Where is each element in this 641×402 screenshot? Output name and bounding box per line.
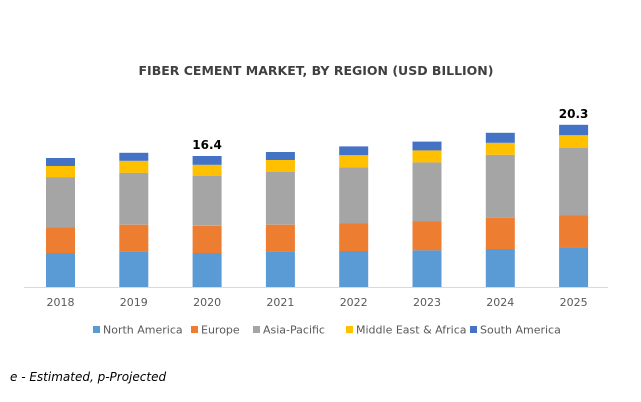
bar-segment-2024-middle-east-africa (485, 142, 515, 155)
legend-label: North America (103, 324, 183, 337)
legend-swatch-asia-pacific (253, 326, 260, 333)
footnote: e - Estimated, p-Projected (10, 370, 167, 384)
bar-segment-2022-south-america (339, 146, 369, 156)
legend-label: Europe (201, 324, 240, 337)
bar-segment-2021-south-america (265, 152, 295, 160)
bar-segment-2019-south-america (119, 152, 149, 161)
bar-segment-2024-north-america (485, 249, 515, 287)
bar-segment-2019-europe (119, 224, 149, 252)
legend-label: Asia-Pacific (263, 324, 325, 337)
bar-segment-2018-europe (46, 227, 75, 254)
x-tick-label: 2021 (266, 296, 294, 309)
bar-segment-2022-asia-pacific (339, 167, 369, 224)
bar-segment-2021-asia-pacific (265, 171, 295, 225)
bar-segment-2019-north-america (119, 251, 149, 287)
bar-segment-2025-north-america (559, 247, 589, 288)
data-labels: 16.4 20.3 (192, 107, 588, 152)
bar-segment-2022-middle-east-africa (339, 155, 369, 168)
bar-segment-2025-south-america (559, 124, 589, 136)
bar-segment-2024-south-america (485, 132, 515, 143)
legend-swatch-south-america (470, 326, 477, 333)
chart-title: FIBER CEMENT MARKET, BY REGION (USD BILL… (139, 63, 494, 78)
x-tick-label: 2025 (560, 296, 588, 309)
bar-segment-2020-north-america (192, 253, 222, 287)
bar-segment-2018-north-america (46, 253, 75, 287)
bar-segment-2020-south-america (192, 156, 222, 165)
x-tick-label: 2018 (47, 296, 75, 309)
legend: North America Europe Asia-Pacific Middle Ea… (93, 324, 561, 337)
legend-swatch-north-america (93, 326, 100, 333)
x-tick-label: 2023 (413, 296, 441, 309)
x-tick-labels: 2018 2019 2020 2021 2022 2023 2024 2025 (47, 296, 588, 309)
legend-swatch-middle-east-africa (346, 326, 353, 333)
bar-segment-2024-asia-pacific (485, 154, 515, 218)
x-tick-label: 2024 (486, 296, 514, 309)
legend-swatch-europe (191, 326, 198, 333)
bar-segment-2018-south-america (46, 158, 75, 166)
bar-segment-2022-europe (339, 223, 369, 252)
bar-segment-2025-asia-pacific (559, 148, 589, 216)
bar-segment-2022-north-america (339, 251, 369, 287)
bar-segment-2020-middle-east-africa (192, 164, 222, 176)
bar-segment-2023-asia-pacific (412, 162, 442, 222)
bar-segment-2021-europe (265, 224, 295, 252)
bar-segment-2020-asia-pacific (192, 175, 222, 226)
bar-segment-2023-middle-east-africa (412, 150, 442, 163)
data-label-2020: 16.4 (192, 138, 222, 152)
bar-segment-2018-asia-pacific (46, 177, 75, 227)
bars-group (46, 124, 589, 288)
legend-label: South America (480, 324, 561, 337)
x-tick-label: 2020 (193, 296, 221, 309)
bar-segment-2021-middle-east-africa (265, 160, 295, 172)
legend-label: Middle East & Africa (356, 324, 467, 337)
bar-segment-2021-north-america (265, 251, 295, 287)
bar-segment-2025-europe (559, 215, 589, 248)
bar-segment-2018-middle-east-africa (46, 166, 75, 178)
bar-segment-2019-asia-pacific (119, 172, 149, 225)
bar-segment-2024-europe (485, 217, 515, 250)
bar-segment-2023-north-america (412, 250, 442, 287)
bar-segment-2023-europe (412, 221, 442, 251)
bar-segment-2020-europe (192, 225, 222, 254)
x-tick-label: 2022 (340, 296, 368, 309)
bar-segment-2023-south-america (412, 141, 442, 151)
data-label-2025: 20.3 (559, 107, 589, 121)
x-tick-label: 2019 (120, 296, 148, 309)
bar-segment-2019-middle-east-africa (119, 160, 149, 173)
bar-segment-2025-middle-east-africa (559, 135, 589, 148)
